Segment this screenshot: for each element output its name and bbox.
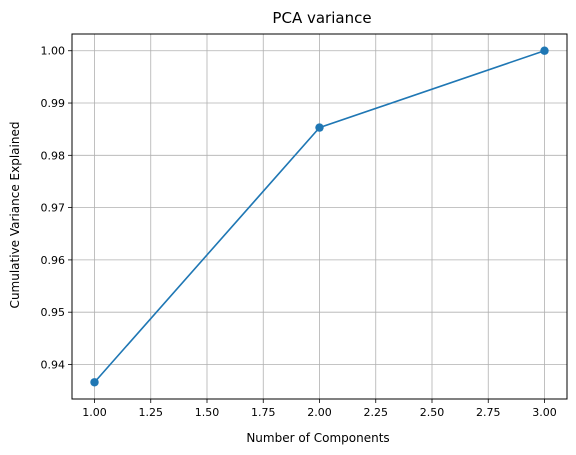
x-tick-label: 2.00 <box>307 406 332 419</box>
y-tick-label: 0.94 <box>41 358 66 371</box>
data-point <box>315 123 324 132</box>
plot-frame <box>71 33 568 400</box>
chart-title: PCA variance <box>272 9 371 27</box>
x-tick-label: 1.25 <box>139 406 164 419</box>
x-axis-label: Number of Components <box>246 431 389 445</box>
x-tick-label: 1.75 <box>251 406 276 419</box>
y-axis-label: Cumulative Variance Explained <box>8 122 22 309</box>
x-tick-label: 1.50 <box>195 406 220 419</box>
y-tick-label: 0.96 <box>41 254 66 267</box>
ticks: 1.00 1.25 1.50 1.75 2.00 2.25 2.50 2.75 3.00 0.94… <box>41 45 557 419</box>
x-tick-label: 2.75 <box>476 406 501 419</box>
x-tick-label: 3.00 <box>532 406 557 419</box>
x-tick-label: 1.00 <box>82 406 107 419</box>
y-tick-label: 0.99 <box>41 97 66 110</box>
x-tick-label: 2.25 <box>364 406 389 419</box>
data-point <box>90 378 99 387</box>
x-tick-label: 2.50 <box>420 406 445 419</box>
plot-series <box>90 46 549 387</box>
grid <box>72 34 567 399</box>
y-tick-label: 0.95 <box>41 306 66 319</box>
y-tick-label: 0.97 <box>41 202 66 215</box>
y-tick-label: 0.98 <box>41 149 66 162</box>
data-point <box>540 46 549 55</box>
y-tick-label: 1.00 <box>41 45 66 58</box>
